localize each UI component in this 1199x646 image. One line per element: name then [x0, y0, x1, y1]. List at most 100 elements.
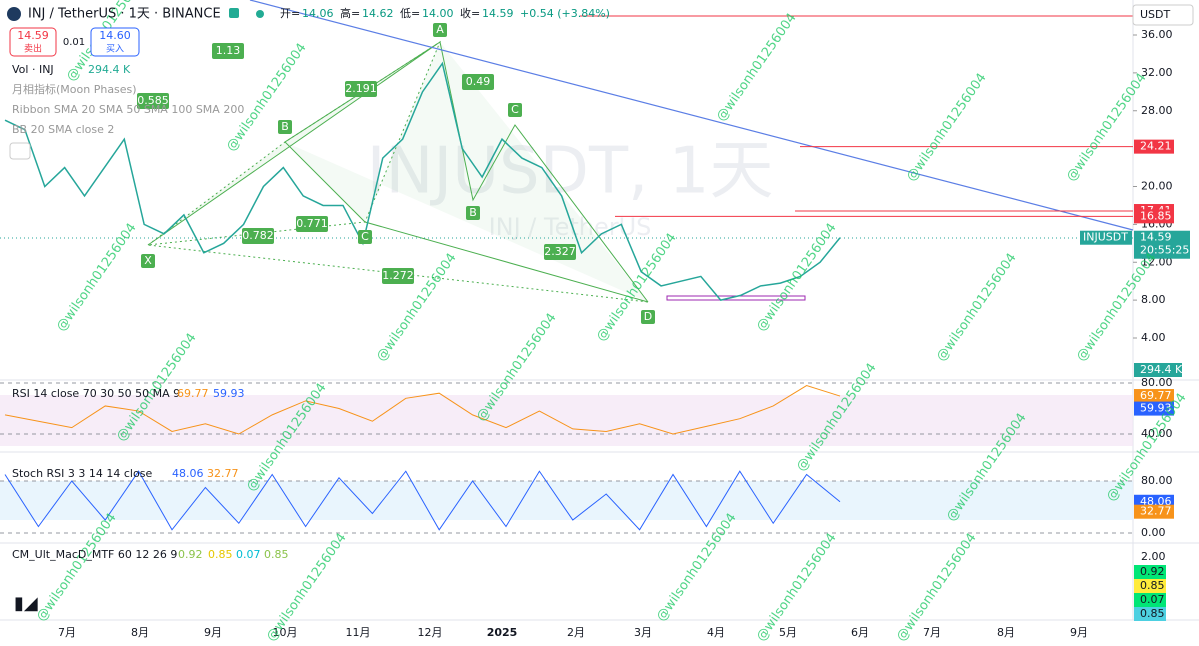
pattern-ratio: 1.13	[216, 44, 241, 57]
level-box	[1134, 139, 1174, 154]
pattern-point: B	[469, 206, 477, 219]
pattern-ratio-box	[345, 81, 377, 97]
ohlc-value: 14.06	[302, 7, 334, 20]
macd-value-box	[1134, 593, 1166, 607]
stoch-value-label: 48.06	[1140, 495, 1172, 508]
rsi-value-box	[1134, 389, 1174, 404]
time-label: 2月	[567, 626, 585, 639]
pattern-point-box	[358, 230, 372, 244]
trend-line	[249, 0, 1134, 231]
time-label: 10月	[273, 626, 298, 639]
rsi-value-box	[1134, 401, 1174, 416]
price-tick-label: 36.00	[1141, 28, 1173, 41]
price-line	[4, 61, 841, 301]
volume-box	[1134, 363, 1182, 377]
market-open-icon	[229, 8, 239, 18]
stoch-tick-label: 80.00	[1141, 474, 1173, 487]
price-tick-label: 4.00	[1141, 331, 1166, 344]
sell-label: 卖出	[24, 43, 42, 55]
symbol-label-box	[1080, 230, 1132, 245]
rsi-band	[0, 395, 1133, 446]
macd-tick-label: 2.00	[1141, 550, 1166, 563]
stoch-value-label: 32.77	[1140, 505, 1172, 518]
time-label: 6月	[851, 626, 869, 639]
volume-value: 294.4 K	[88, 63, 131, 76]
time-label: 7月	[58, 626, 76, 639]
last-price: 14.59	[1140, 231, 1172, 244]
ohlc-value: 14.62	[362, 7, 394, 20]
buy-price: 14.60	[99, 29, 131, 42]
currency-selector[interactable]	[1132, 4, 1194, 26]
pattern-point-box	[641, 310, 655, 324]
currency: USDT	[1140, 8, 1171, 21]
pattern-point: A	[436, 23, 444, 36]
time-label: 5月	[779, 626, 797, 639]
pattern-ratio: 2.327	[544, 245, 576, 258]
stoch-line	[4, 470, 841, 531]
symbol-icon	[7, 7, 21, 21]
pattern-point: C	[511, 103, 519, 116]
last-price-box	[1134, 230, 1190, 259]
macd-value-label: 0.07	[1140, 593, 1165, 606]
time-label: 8月	[997, 626, 1015, 639]
countdown: 20:55:25	[1140, 244, 1189, 257]
pattern-ratio-box	[462, 74, 494, 90]
sell-button[interactable]	[9, 27, 57, 57]
tv-logo: ▮◢	[14, 593, 38, 614]
symbol-title: INJ / TetherUS · 1天 · BINANCE	[28, 7, 221, 22]
indicator-legend: Ribbon SMA 20 SMA 50 SMA 100 SMA 200	[12, 103, 244, 116]
pattern-point-box	[466, 206, 480, 220]
pattern-point: X	[144, 254, 152, 267]
level-label: 24.21	[1140, 140, 1172, 153]
pattern-ratio: 0.585	[137, 94, 169, 107]
pattern-fill	[285, 42, 648, 302]
status-dot	[256, 10, 264, 18]
rsi-value: 69.77	[177, 387, 209, 400]
sell-price: 14.59	[17, 29, 49, 42]
pattern-point-box	[141, 254, 155, 268]
pattern-ratio: 2.191	[345, 82, 377, 95]
stoch-k-value: 48.06	[172, 467, 204, 480]
symbol-watermark: INJUSDT, 1天	[367, 135, 774, 209]
time-label: 8月	[131, 626, 149, 639]
ohlc-value: 14.00	[422, 7, 454, 20]
time-label: 9月	[204, 626, 222, 639]
pattern-ratio-box	[137, 93, 169, 109]
collapse-button[interactable]	[9, 142, 31, 160]
rsi-value-label: 69.77	[1140, 389, 1172, 402]
macd-value-label: 0.92	[1140, 565, 1165, 578]
stoch-value-box	[1134, 504, 1174, 519]
macd-legend: CM_Ult_MacD_MTF 60 12 26 9	[12, 548, 177, 561]
time-label: 11月	[346, 626, 371, 639]
pattern-ratio: 1.272	[382, 269, 414, 282]
price-tick-label: 8.00	[1141, 293, 1166, 306]
indicator-legend: BB 20 SMA close 2	[12, 123, 114, 136]
ohlc-label: 低=	[400, 7, 420, 20]
ohlc: 开= 14.06 高= 14.62 低= 14.00 收= 14.59 +0.54 (+3.84…	[280, 6, 610, 20]
pattern-point-box	[508, 103, 522, 117]
spread: 0.01	[63, 37, 85, 48]
rsi-value-label: 59.93	[1140, 402, 1172, 415]
macd-value-box	[1134, 607, 1166, 621]
pattern-point: D	[644, 310, 652, 323]
pattern-ratio: 0.49	[466, 75, 491, 88]
time-label: 12月	[418, 626, 443, 639]
indicator-legend: 月相指标(Moon Phases)	[12, 82, 137, 96]
ohlc-label: 收=	[460, 6, 480, 20]
stoch-tick-label: 0.00	[1141, 526, 1166, 539]
macd-value: 0.85	[208, 548, 233, 561]
volume-legend: Vol · INJ	[12, 63, 54, 76]
pattern-ratio-box	[212, 43, 244, 59]
pattern-ratio: 0.771	[296, 217, 328, 230]
buy-button[interactable]	[90, 27, 140, 57]
ohlc-label: 开=	[280, 7, 300, 20]
level-label: 16.85	[1140, 209, 1172, 222]
time-label: 7月	[923, 626, 941, 639]
volume-label: 294.4 K	[1140, 363, 1183, 376]
ohlc-value: 14.59	[482, 7, 514, 20]
time-label: 9月	[1070, 626, 1088, 639]
rsi-tick-label: 80.00	[1141, 376, 1173, 389]
price-tick-label: 20.00	[1141, 180, 1173, 193]
rsi-legend: RSI 14 close 70 30 50 50 MA 9	[12, 387, 180, 400]
